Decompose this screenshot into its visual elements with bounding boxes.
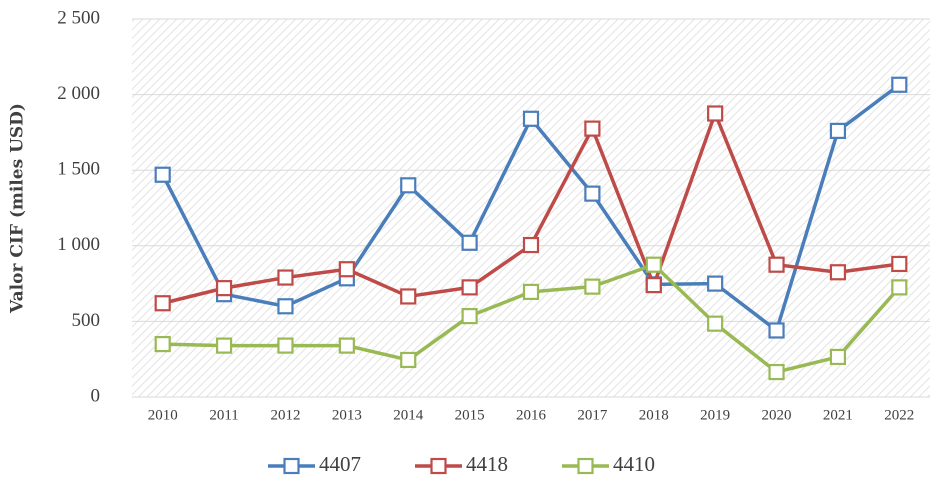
marker: [154, 335, 171, 353]
legend-label: 4418: [466, 452, 508, 476]
marker: [522, 283, 540, 301]
legend-marker: [283, 457, 300, 475]
y-tick-label: 2 500: [57, 7, 100, 28]
legend-marker: [430, 457, 447, 475]
marker: [400, 177, 417, 194]
marker: [891, 76, 908, 93]
x-tick-label: 2018: [639, 407, 669, 423]
marker: [707, 105, 724, 122]
y-tick-label: 1 500: [57, 159, 100, 180]
legend-marker: [577, 457, 594, 475]
marker: [645, 256, 662, 273]
marker: [338, 337, 355, 354]
x-tick-label: 2019: [700, 407, 730, 423]
marker: [584, 185, 601, 202]
x-tick-label: 2017: [577, 407, 608, 423]
x-tick-label: 2012: [270, 407, 300, 423]
y-axis-title: Valor CIF (miles USD): [8, 103, 28, 314]
marker: [400, 288, 417, 305]
marker: [215, 280, 233, 297]
x-tick-label: 2013: [332, 407, 362, 423]
marker: [338, 261, 355, 278]
x-tick-label: 2011: [209, 407, 238, 423]
plot-area: [132, 19, 930, 397]
x-tick-label: 2020: [762, 407, 792, 423]
x-tick-label: 2022: [884, 407, 914, 423]
marker: [768, 363, 785, 381]
legend-label: 4407: [319, 452, 361, 476]
marker: [891, 255, 908, 273]
marker: [707, 275, 724, 292]
marker: [584, 120, 601, 137]
marker: [707, 315, 724, 332]
y-tick-label: 0: [91, 385, 101, 406]
marker: [154, 166, 171, 183]
marker: [277, 337, 294, 354]
marker: [522, 110, 540, 127]
x-tick-label: 2016: [516, 407, 547, 423]
y-tick-label: 500: [72, 310, 101, 331]
marker: [461, 279, 478, 296]
marker: [829, 122, 847, 139]
marker: [891, 279, 908, 296]
marker: [645, 277, 662, 294]
marker: [461, 308, 478, 325]
marker: [277, 298, 294, 315]
y-tick-label: 1 000: [57, 234, 100, 255]
marker: [829, 264, 847, 281]
marker: [461, 234, 478, 251]
x-tick-label: 2014: [393, 407, 424, 423]
marker: [584, 278, 601, 295]
marker: [215, 337, 233, 354]
marker: [154, 295, 171, 312]
marker: [768, 322, 785, 339]
y-tick-label: 2 000: [57, 83, 100, 104]
x-tick-label: 2010: [148, 407, 178, 423]
x-tick-label: 2021: [823, 407, 853, 423]
marker: [277, 269, 294, 286]
marker: [829, 348, 847, 366]
marker: [768, 256, 785, 273]
marker: [522, 236, 540, 254]
marker: [400, 351, 417, 369]
x-tick-label: 2015: [455, 407, 485, 423]
legend-label: 4410: [613, 452, 655, 476]
